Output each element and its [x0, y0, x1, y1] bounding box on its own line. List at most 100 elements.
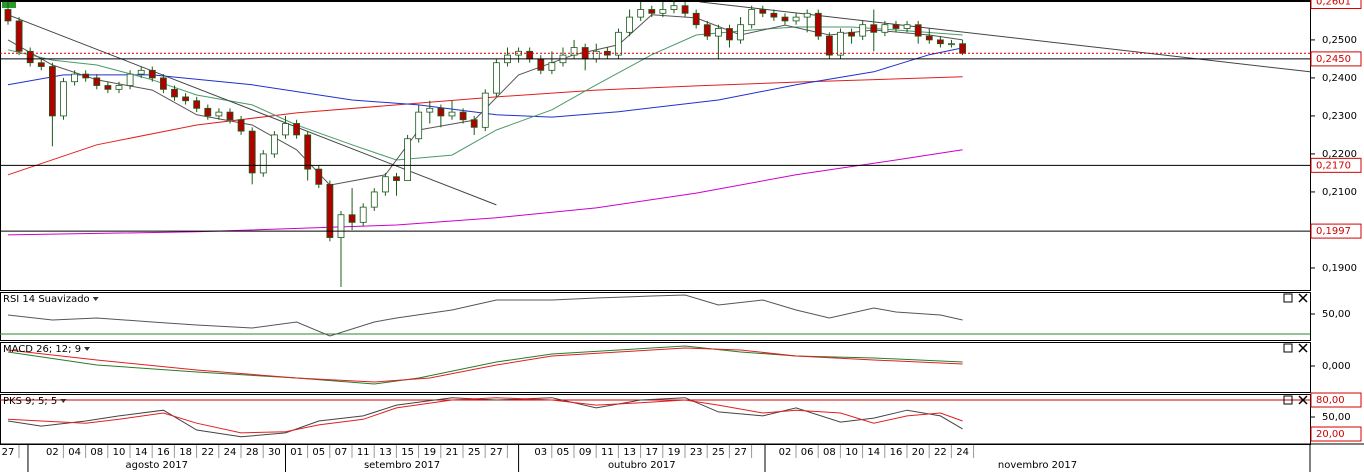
- candle-body: [304, 134, 312, 170]
- pane-menu-arrow: [92, 297, 99, 301]
- candle-body: [71, 73, 78, 83]
- candle-body: [770, 12, 778, 18]
- candle-body: [692, 12, 700, 26]
- x-tick-label: 14: [867, 447, 880, 458]
- candle-body: [82, 73, 90, 79]
- x-tick-label: 28: [246, 447, 259, 458]
- pane-frame: [0, 394, 1311, 445]
- x-tick-label: 16: [157, 447, 170, 458]
- x-tick-label: 05: [312, 447, 325, 458]
- y-tick-label: 0,2300: [1322, 111, 1357, 122]
- candle-body: [803, 12, 811, 18]
- candle-body: [959, 43, 966, 54]
- candle-body: [137, 69, 145, 75]
- candle-body: [459, 111, 467, 121]
- candle-body: [26, 50, 34, 64]
- candle-body: [870, 24, 878, 33]
- candle-body: [936, 39, 944, 45]
- pane-close[interactable]: [1298, 343, 1308, 353]
- candle-body: [104, 85, 112, 90]
- pane-maximize[interactable]: [1283, 293, 1293, 303]
- x-tick-label: 16: [890, 447, 903, 458]
- y-tick-label: 0,2400: [1322, 73, 1357, 84]
- pane-menu-arrow: [84, 347, 91, 351]
- y-tick-label: 0,1900: [1322, 263, 1357, 274]
- pane-maximize[interactable]: [1283, 395, 1293, 405]
- pane-title: RSI 14 Suavizado: [3, 294, 90, 305]
- y-tick-label: 0,2500: [1322, 35, 1357, 46]
- candle-body: [814, 12, 822, 37]
- level-label: 0,2450: [1316, 54, 1351, 65]
- candle-body: [726, 28, 733, 41]
- candle-body: [570, 47, 578, 56]
- candle-body: [948, 43, 955, 46]
- candle-body: [248, 130, 256, 174]
- candle-body: [93, 77, 101, 86]
- x-tick-label: 11: [601, 447, 614, 458]
- candle-body: [148, 69, 156, 79]
- candle-body: [171, 88, 178, 98]
- candle-body: [60, 81, 67, 117]
- candle-body: [315, 168, 323, 185]
- line: [7, 347, 963, 383]
- x-tick-label: 04: [68, 447, 81, 458]
- candle-body: [404, 138, 411, 181]
- candle-body: [848, 31, 855, 37]
- pane-frame: [0, 0, 1311, 291]
- month-label: setembro 2017: [364, 460, 440, 471]
- candle-body: [681, 5, 689, 14]
- candle-body: [548, 62, 556, 71]
- pane-close[interactable]: [1298, 395, 1308, 405]
- x-tick-label: 13: [379, 447, 392, 458]
- x-tick-label: 21: [446, 447, 459, 458]
- candle-body: [226, 111, 234, 121]
- pane-close[interactable]: [1298, 293, 1308, 303]
- level-label: 0,1997: [1316, 226, 1351, 237]
- line: [7, 397, 963, 438]
- pane-frame: [0, 292, 1311, 341]
- candle-body: [270, 134, 278, 155]
- candle-body: [115, 85, 123, 90]
- candle-body: [537, 58, 545, 71]
- candle-body: [259, 153, 267, 174]
- candle-body: [204, 107, 212, 117]
- line: [7, 76, 963, 176]
- x-tick-label: 07: [335, 447, 348, 458]
- pane-maximize[interactable]: [1283, 343, 1293, 353]
- level-label-box: [1310, 0, 1362, 10]
- level-label-box: [1310, 426, 1362, 442]
- y-tick-label: 50,00: [1322, 309, 1351, 320]
- candle-body: [37, 62, 45, 67]
- line: [7, 47, 963, 118]
- candle-body: [737, 24, 744, 41]
- x-tick-label: 09: [579, 447, 592, 458]
- x-tick-label: 06: [801, 447, 814, 458]
- x-tick-label: 05: [557, 447, 570, 458]
- candle-body: [481, 92, 489, 128]
- candle-body: [193, 100, 201, 109]
- level-label-box: [1310, 51, 1362, 67]
- level-label: 0,2170: [1316, 160, 1351, 171]
- month-label: agosto 2017: [125, 460, 187, 471]
- candle-body: [881, 24, 889, 33]
- x-tick-label: 11: [357, 447, 370, 458]
- x-tick-label: 10: [845, 447, 858, 458]
- x-tick-label: 08: [823, 447, 836, 458]
- x-tick-label: 25: [468, 447, 481, 458]
- pane-title: PKS 9; 5; 5: [3, 396, 57, 407]
- x-tick-label: 27: [734, 447, 747, 458]
- candle-body: [470, 119, 478, 128]
- line: [7, 14, 497, 206]
- level-label-box: [1310, 223, 1362, 239]
- candle-body: [4, 9, 12, 22]
- candle-body: [448, 111, 456, 117]
- level-label: 20,00: [1316, 429, 1345, 440]
- x-tick-label: 27: [2, 447, 15, 458]
- x-tick-label: 20: [912, 447, 925, 458]
- x-tick-label: 22: [201, 447, 214, 458]
- level-label-box: [1310, 157, 1362, 173]
- candle-body: [159, 77, 167, 90]
- x-tick-label: 13: [623, 447, 636, 458]
